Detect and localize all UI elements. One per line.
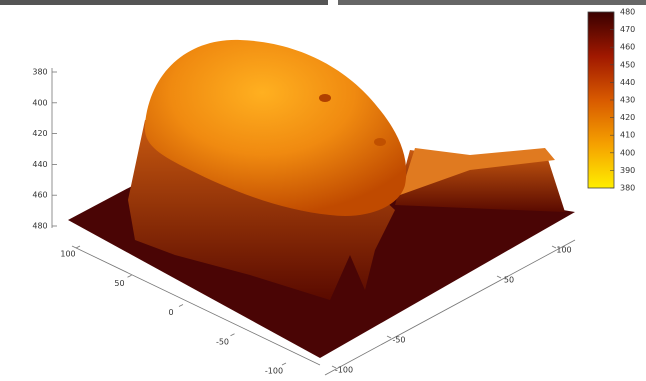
z-tick-label: 400 <box>32 98 47 107</box>
colorbar-tick-label: 390 <box>620 166 635 175</box>
image-strip <box>0 0 328 5</box>
surface-detail <box>374 138 386 146</box>
chart: 380 390 400 410 420 430 440 450 460 470 480 380 400 4… <box>0 0 646 381</box>
z-tick-label: 480 <box>32 222 47 231</box>
y-tick-label: -100 <box>335 366 353 375</box>
y-tick-label: 50 <box>504 276 514 285</box>
x-tick-label: 50 <box>114 279 124 288</box>
colorbar-tick-label: 430 <box>620 96 635 105</box>
x-tick <box>179 305 183 307</box>
y-tick <box>497 276 501 278</box>
y-tick-label: 100 <box>556 246 571 255</box>
z-tick-label: 460 <box>32 191 47 200</box>
x-tick <box>282 363 286 365</box>
colorbar-tick-label: 470 <box>620 25 635 34</box>
colorbar-tick-label: 420 <box>620 113 635 122</box>
x-tick-label: -50 <box>216 337 229 346</box>
z-tick-label: 440 <box>32 160 47 169</box>
colorbar-tick-label: 480 <box>620 8 635 17</box>
image-strip <box>338 0 646 5</box>
x-tick-label: 100 <box>60 250 75 259</box>
colorbar-tick-label: 460 <box>620 43 635 52</box>
surface-detail <box>319 94 331 102</box>
x-tick <box>128 275 132 277</box>
y-tick-label: -50 <box>392 336 405 345</box>
z-tick-label: 420 <box>32 129 47 138</box>
colorbar-tick-label: 380 <box>620 184 635 193</box>
z-tick-label: 380 <box>32 68 47 77</box>
colorbar-tick-label: 410 <box>620 131 635 140</box>
x-tick-label: -100 <box>265 367 283 376</box>
colorbar-tick-label: 400 <box>620 148 635 157</box>
x-tick <box>76 246 80 248</box>
colorbar-tick-label: 440 <box>620 78 635 87</box>
y-tick <box>387 336 391 338</box>
x-tick <box>231 334 235 336</box>
x-tick-label: 0 <box>168 308 173 317</box>
colorbar-tick-label: 450 <box>620 60 635 69</box>
